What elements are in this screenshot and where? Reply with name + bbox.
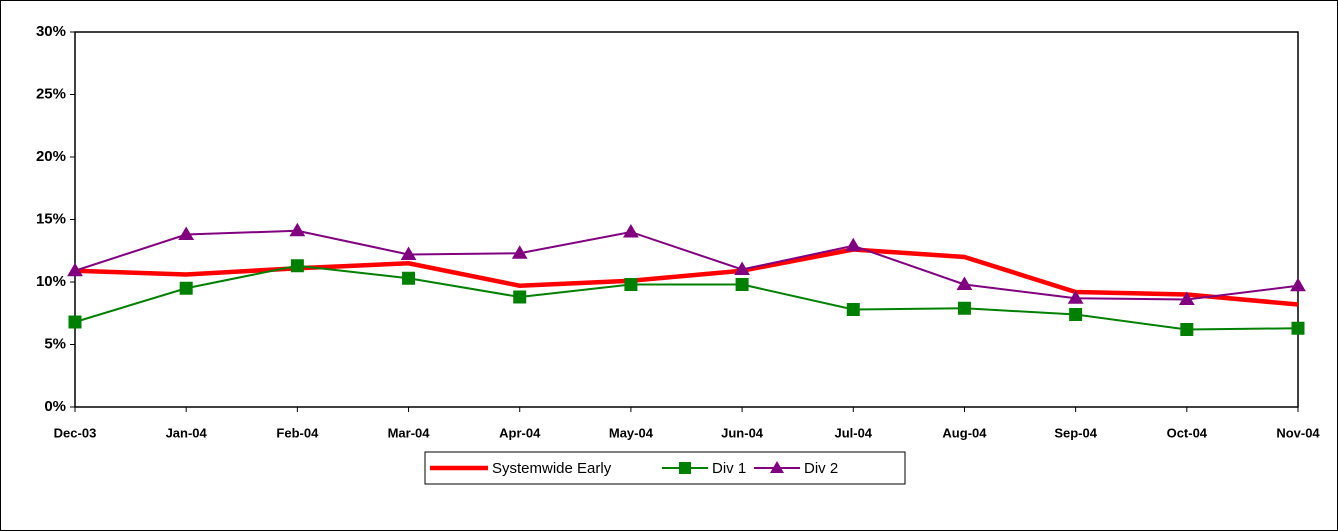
- x-tick-label: Mar-04: [388, 425, 431, 440]
- marker: [1067, 290, 1084, 304]
- x-tick-label: Jan-04: [166, 425, 208, 440]
- x-tick-label: May-04: [609, 425, 654, 440]
- marker: [290, 259, 304, 273]
- series-line: [74, 264, 1299, 331]
- marker: [846, 303, 860, 316]
- x-tick-label: Nov-04: [1276, 425, 1320, 440]
- x-tick-label: Apr-04: [499, 425, 541, 440]
- y-tick-label: 20%: [36, 148, 66, 165]
- marker: [1178, 291, 1195, 305]
- marker: [734, 261, 750, 275]
- marker: [1291, 321, 1305, 335]
- y-tick-label: 30%: [36, 23, 66, 40]
- legend-marker: [770, 461, 784, 473]
- marker: [956, 276, 973, 290]
- marker: [511, 245, 528, 259]
- marker: [179, 281, 193, 295]
- legend-label: Div 2: [804, 460, 838, 477]
- marker: [623, 224, 639, 238]
- x-tick-label: Sep-04: [1054, 425, 1097, 440]
- y-tick-label: 0%: [44, 398, 66, 415]
- marker: [178, 226, 195, 240]
- marker: [845, 237, 862, 252]
- plot-area: [74, 31, 1299, 408]
- x-tick-label: Dec-03: [54, 425, 97, 440]
- marker: [67, 262, 83, 277]
- legend-marker: [679, 462, 691, 474]
- marker: [68, 315, 82, 329]
- series-line: [74, 229, 1299, 301]
- x-tick-label: Aug-04: [942, 425, 987, 440]
- marker: [513, 290, 527, 304]
- marker: [402, 271, 416, 285]
- y-tick-label: 10%: [36, 273, 66, 290]
- marker: [400, 246, 417, 260]
- marker: [1290, 277, 1306, 292]
- y-tick-label: 5%: [44, 335, 66, 352]
- marker: [1180, 323, 1194, 336]
- legend-label: Systemwide Early: [492, 460, 612, 477]
- legend-label: Div 1: [712, 460, 746, 477]
- x-tick-label: Jun-04: [721, 425, 764, 440]
- marker: [289, 222, 306, 237]
- marker: [1069, 308, 1083, 321]
- marker: [735, 278, 749, 291]
- y-tick-label: 25%: [36, 85, 66, 102]
- x-tick-label: Feb-04: [276, 425, 319, 440]
- marker: [624, 278, 638, 291]
- x-tick-label: Oct-04: [1167, 425, 1208, 440]
- marker: [957, 301, 971, 315]
- y-tick-label: 15%: [36, 210, 66, 227]
- x-tick-label: Jul-04: [834, 425, 872, 440]
